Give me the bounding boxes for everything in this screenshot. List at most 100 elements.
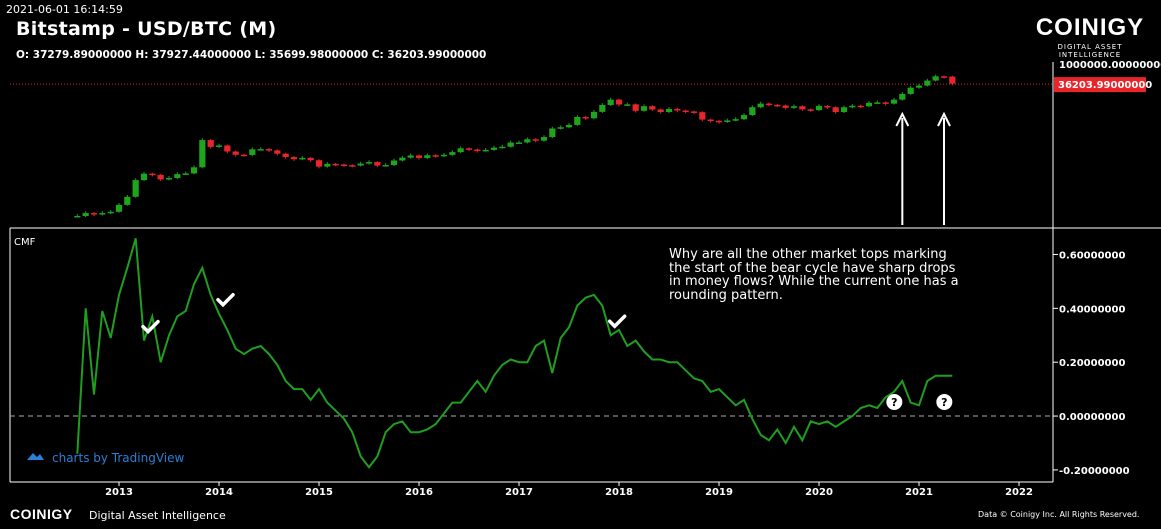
- candle: [432, 155, 439, 157]
- candle: [357, 163, 364, 166]
- timestamp: 2021-06-01 16:14:59: [6, 3, 123, 16]
- candle: [140, 173, 148, 181]
- candle: [74, 216, 81, 218]
- last-price-label: 36203.99000000: [1058, 80, 1152, 91]
- candle: [890, 99, 898, 104]
- question-icon-glyph: ?: [941, 396, 947, 409]
- candle: [599, 104, 606, 112]
- candle: [174, 174, 181, 179]
- candle: [757, 103, 764, 108]
- cmf-pane-label: CMF: [14, 237, 36, 248]
- candle: [190, 167, 198, 174]
- candle: [940, 76, 948, 78]
- candle: [82, 213, 89, 216]
- check-icon: [216, 292, 235, 308]
- candle: [374, 162, 381, 166]
- candle: [674, 108, 681, 111]
- candle: [949, 76, 956, 84]
- candle: [465, 148, 473, 150]
- candle: [540, 137, 548, 141]
- candle: [807, 109, 814, 111]
- annotation-text: Why are all the other market tops markin…: [669, 247, 959, 303]
- candle: [365, 162, 373, 164]
- x-tick-label: 2014: [205, 487, 233, 498]
- candle: [649, 106, 656, 110]
- candle: [707, 119, 714, 122]
- y-tick-label: 0.40000000: [1059, 304, 1125, 315]
- price-axis-tick-label: 1000000.00000000: [1059, 60, 1161, 71]
- candle: [665, 108, 673, 113]
- x-tick-label: 2015: [305, 487, 333, 498]
- candle: [699, 112, 706, 120]
- x-tick-label: 2019: [705, 487, 733, 498]
- check-icon: [141, 319, 160, 335]
- candle: [657, 109, 664, 113]
- candle: [449, 152, 456, 155]
- question-icon: [936, 394, 953, 410]
- candle: [182, 173, 189, 175]
- candle: [224, 145, 231, 152]
- y-tick-label: 0.60000000: [1059, 250, 1125, 261]
- candle: [557, 127, 564, 129]
- candle: [315, 160, 323, 167]
- candle: [907, 87, 914, 94]
- candle: [574, 116, 581, 125]
- candle: [199, 140, 206, 168]
- candle: [349, 165, 356, 167]
- candle: [899, 93, 906, 100]
- candle: [90, 213, 98, 215]
- candle: [249, 149, 256, 155]
- candle: [857, 105, 864, 108]
- check-icon: [607, 314, 627, 329]
- brand-name: COINIGY: [1035, 14, 1145, 41]
- candle: [924, 80, 931, 86]
- candle: [499, 146, 506, 149]
- candle: [132, 180, 139, 197]
- candle: [532, 139, 539, 141]
- x-tick-label: 2021: [905, 487, 933, 498]
- footer-copyright: Data © Coinigy Inc. All Rights Reserved.: [978, 510, 1140, 519]
- candle: [632, 104, 639, 111]
- brand-tagline: DIGITAL ASSET INTELLIGENCE: [1057, 43, 1123, 59]
- footer-logo: COINIGY: [10, 506, 73, 522]
- candle: [782, 105, 789, 108]
- candle: [749, 107, 756, 116]
- candle: [615, 99, 623, 105]
- x-tick-label: 2020: [805, 487, 833, 498]
- candle: [290, 157, 298, 160]
- tradingview-link[interactable]: charts by TradingView: [24, 449, 184, 466]
- candle: [282, 153, 289, 158]
- candle: [840, 107, 848, 113]
- candle: [774, 104, 781, 107]
- candle: [690, 111, 698, 113]
- x-tick-label: 2022: [1005, 487, 1033, 498]
- candle: [507, 142, 514, 147]
- candle: [299, 157, 306, 160]
- candle: [515, 142, 523, 144]
- candle: [682, 110, 689, 113]
- candle: [882, 102, 889, 104]
- x-tick-label: 2016: [405, 487, 433, 498]
- x-tick-label: 2018: [605, 487, 633, 498]
- candle: [590, 111, 598, 119]
- candle: [824, 105, 831, 108]
- candle: [524, 139, 531, 143]
- candle: [215, 145, 223, 147]
- question-icon: [886, 394, 903, 410]
- candle: [149, 173, 156, 176]
- candle: [932, 76, 939, 81]
- chart-title: Bitstamp - USD/BTC (M): [16, 18, 277, 40]
- candle: [265, 149, 273, 151]
- y-tick-label: 0.00000000: [1059, 412, 1125, 423]
- candle: [107, 211, 114, 214]
- candle: [307, 157, 314, 161]
- candle: [382, 165, 389, 167]
- candle: [865, 102, 873, 107]
- tradingview-label: charts by TradingView: [52, 450, 185, 465]
- candle: [457, 148, 464, 153]
- candle: [740, 115, 748, 120]
- candle: [490, 147, 498, 150]
- x-tick-label: 2013: [105, 487, 133, 498]
- candle: [724, 120, 731, 122]
